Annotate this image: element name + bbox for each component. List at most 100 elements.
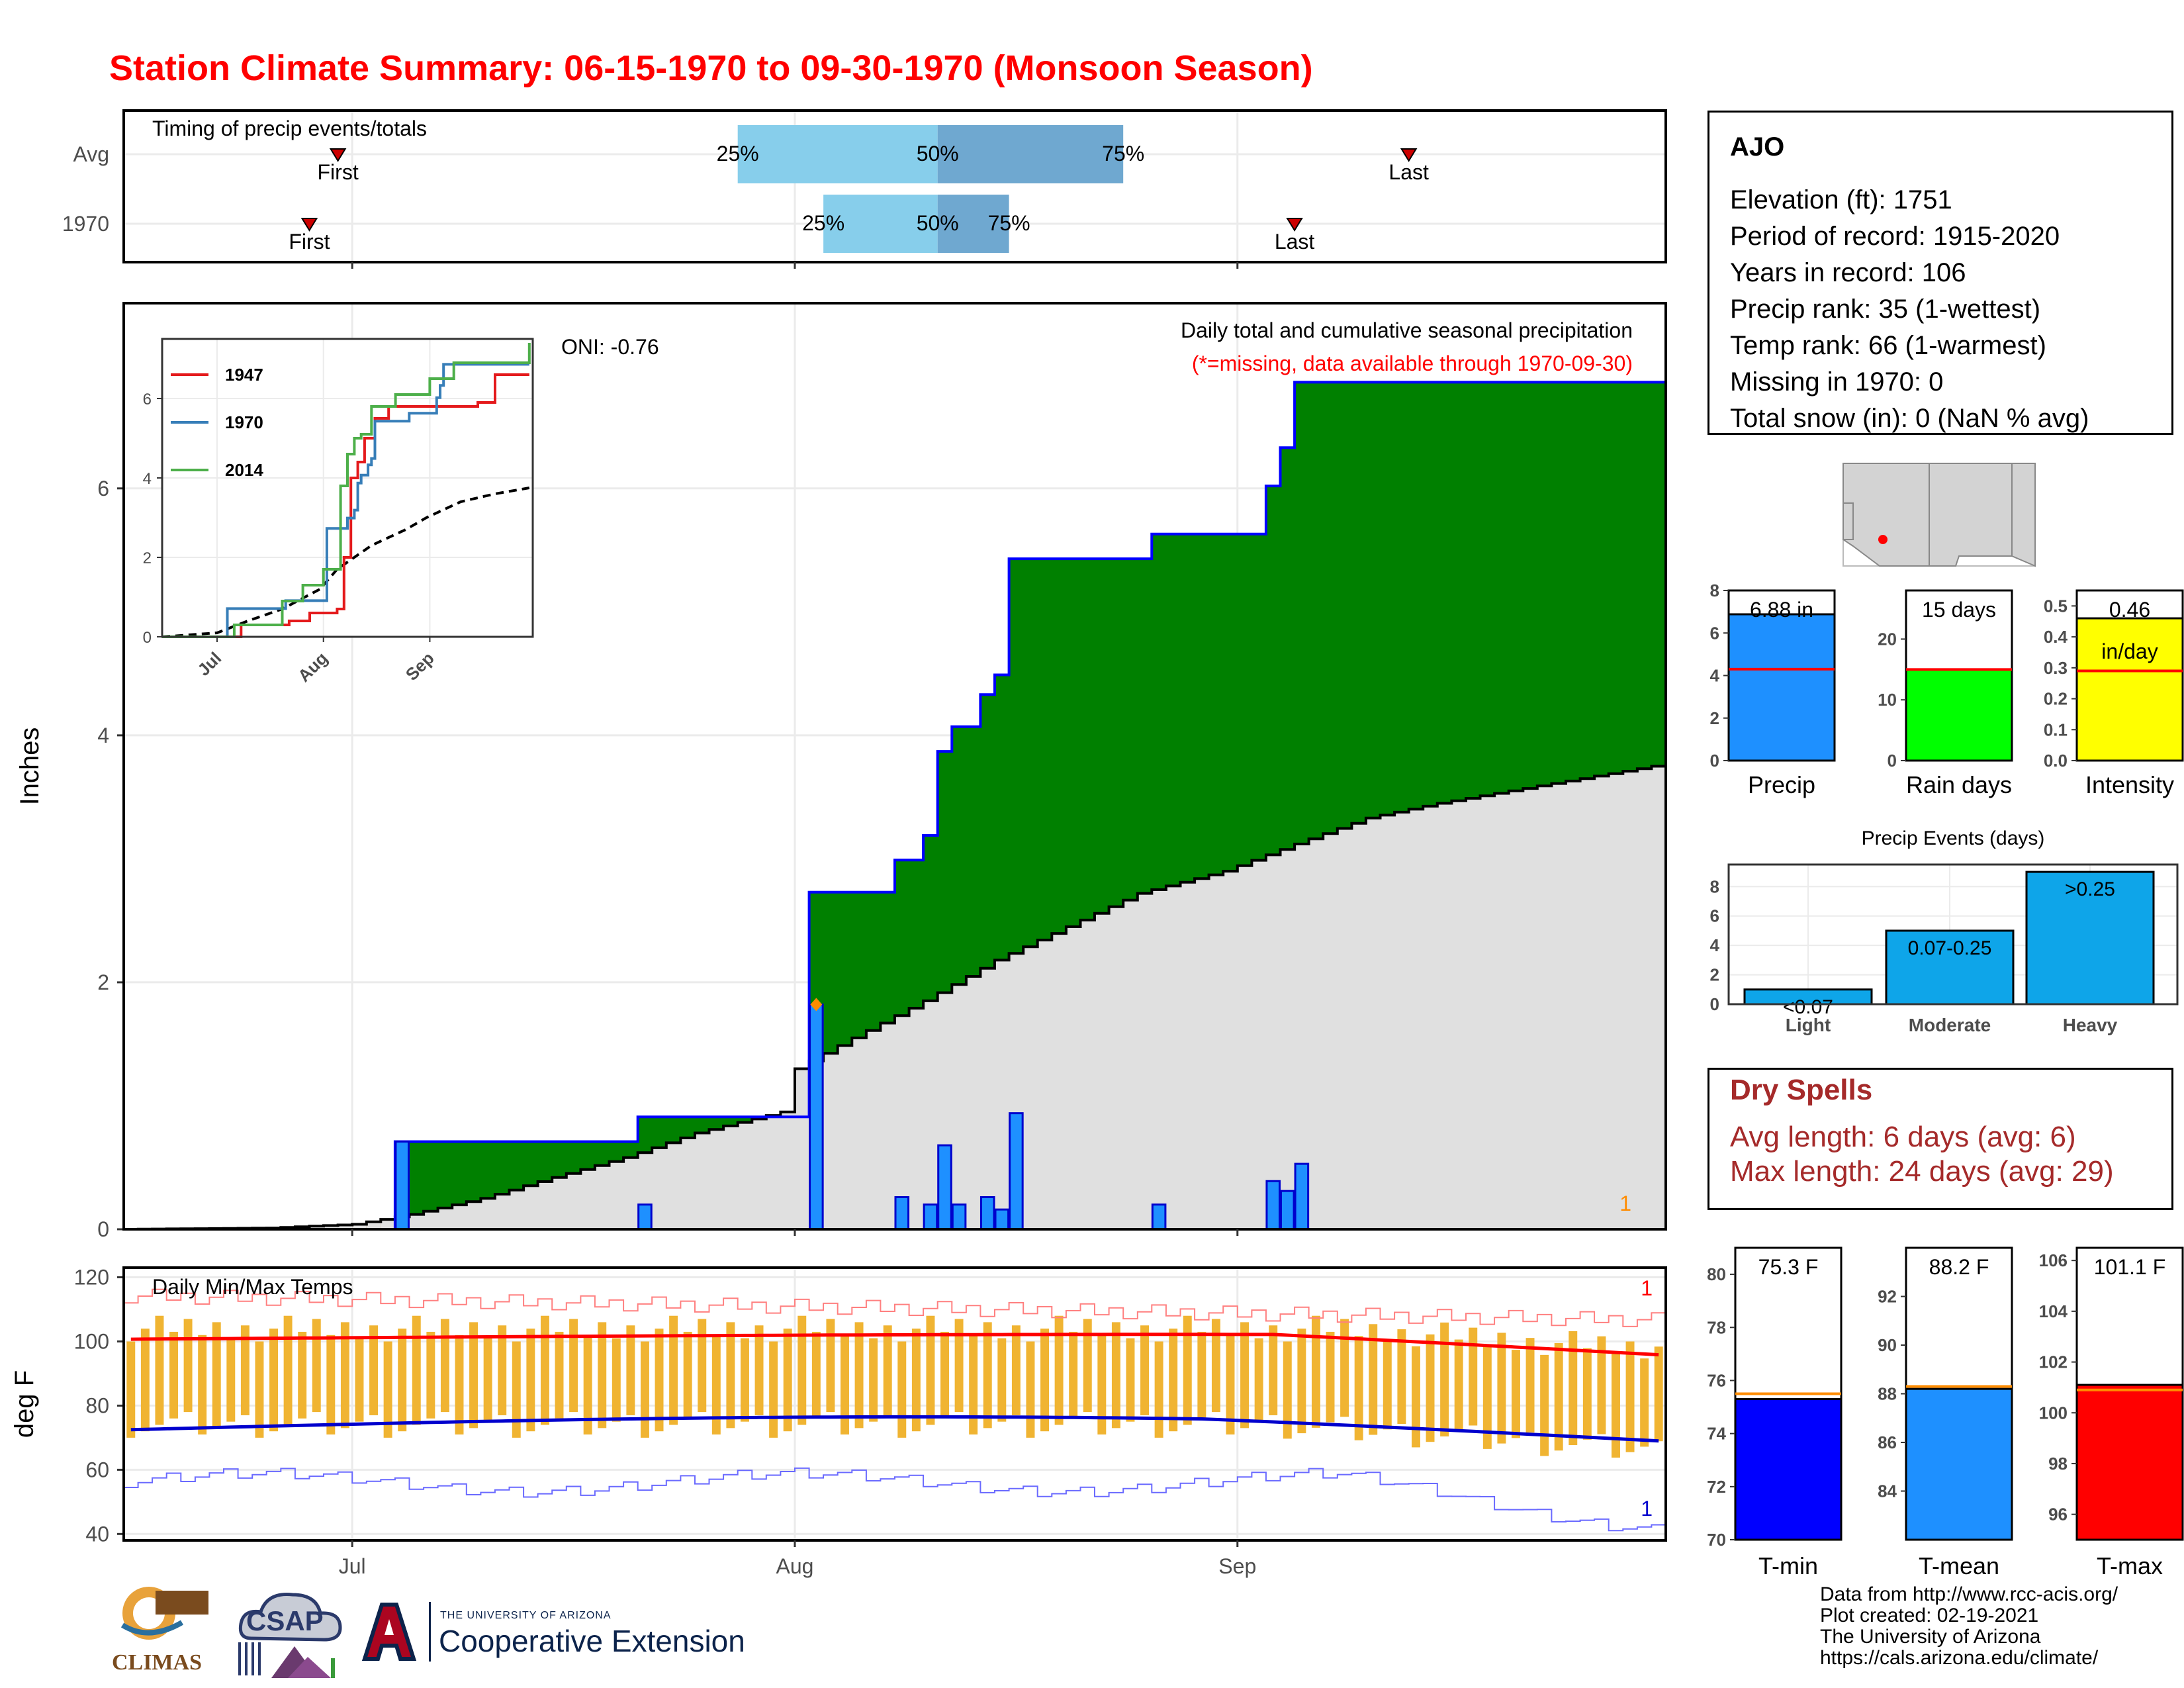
daily-temp-range-bar (911, 1329, 921, 1432)
summary-summary_temps-bar (2075, 1383, 2184, 1541)
avg-cumulative-area (1295, 844, 1310, 1229)
timing-p75-label: 75% (1102, 142, 1144, 165)
daily-temp-range-bar (240, 1325, 250, 1415)
daily-temp-range-bar (326, 1335, 336, 1435)
climas-logo-text: CLIMAS (112, 1650, 203, 1675)
avg-cumulative-area (1223, 871, 1238, 1229)
avg-cumulative-area (1123, 900, 1138, 1229)
timing-bar-50-75 (937, 125, 1124, 183)
avg-cumulative-area (494, 1194, 510, 1229)
summary-y-tick-label: 2 (1710, 708, 1719, 728)
daily-temp-range-bar (198, 1335, 207, 1435)
surplus-area (709, 1117, 724, 1130)
surplus-area (552, 1141, 567, 1178)
surplus-area (1380, 382, 1395, 816)
avg-cumulative-area (466, 1201, 481, 1229)
surplus-area (909, 860, 924, 1009)
surplus-area (1637, 382, 1653, 769)
summary-y-tick-label: 96 (2048, 1505, 2068, 1524)
daily-temp-range-bar (1426, 1334, 1435, 1442)
temp-y-tick-label: 100 (74, 1329, 109, 1353)
avg-cumulative-area (680, 1137, 696, 1229)
avg-cumulative-area (1265, 855, 1281, 1229)
surplus-area (1080, 559, 1095, 920)
temp-panel-border (122, 1266, 1667, 1542)
daily-temp-range-bar (483, 1338, 492, 1422)
precip-y-tick-label: 4 (97, 724, 109, 747)
avg-cumulative-area (895, 1015, 910, 1229)
avg-cumulative-area (1365, 818, 1381, 1229)
avg-cumulative-area (666, 1143, 681, 1229)
avg-cumulative-area (580, 1169, 596, 1229)
avg-cumulative-area (1208, 874, 1224, 1229)
daily-temp-range-bar (383, 1341, 392, 1438)
summary-y-tick-label: 0.0 (2044, 751, 2068, 771)
avg-cumulative-area (752, 1119, 767, 1229)
surplus-area (1295, 382, 1310, 845)
avg-cumulative-area (1565, 780, 1581, 1229)
surplus-area (980, 694, 995, 968)
daily-precip-bar (1151, 1203, 1167, 1231)
daily-temp-range-bar (369, 1325, 379, 1415)
daily-temp-range-bar (340, 1322, 349, 1429)
avg-cumulative-area (1280, 849, 1295, 1229)
oni-annotation: ONI: -0.76 (561, 335, 659, 359)
x-axis-tick-label: Aug (776, 1554, 814, 1578)
surplus-area (1037, 559, 1052, 941)
avg-max-temp-line (130, 1333, 1659, 1357)
precip-panel-subtitle: (*=missing, data available through 1970-… (1192, 352, 1633, 375)
temp-y-axis-label: deg F (10, 1370, 39, 1438)
surplus-area (1465, 382, 1481, 798)
avg-min-temp-line (130, 1415, 1659, 1443)
avg-cumulative-area (794, 1068, 810, 1229)
summary-summary_temps-value-label: 75.3 F (1758, 1255, 1819, 1279)
daily-temp-range-bar (1654, 1346, 1663, 1442)
avg-cumulative-area (723, 1125, 739, 1229)
surplus-area (1223, 534, 1238, 872)
station-elevation: Elevation (ft): 1751 (1730, 185, 1952, 214)
credit-data-source: Data from http://www.rcc-acis.org/ (1820, 1583, 2118, 1605)
surplus-area (409, 1141, 424, 1215)
timing-bar-50-75 (937, 195, 1009, 253)
daily-temp-range-bar (640, 1341, 649, 1438)
avg-cumulative-area (1251, 860, 1267, 1229)
daily-precip-bar (1294, 1162, 1310, 1231)
precip-events-y-tick-label: 0 (1710, 994, 1719, 1014)
timing-first-marker (300, 218, 318, 232)
surplus-area (1437, 382, 1452, 804)
station-missing: Missing in 1970: 0 (1730, 367, 1944, 397)
daily-temp-range-bar (1482, 1344, 1492, 1449)
avg-cumulative-area (766, 1115, 782, 1229)
surplus-area (1009, 559, 1024, 954)
surplus-area (866, 892, 882, 1031)
surplus-area (1351, 382, 1367, 823)
surplus-area (480, 1141, 496, 1199)
daily-temp-range-bar (1211, 1319, 1220, 1413)
timing-p50-label: 50% (917, 211, 959, 235)
surplus-area (1451, 382, 1467, 801)
csap-logo-text: CSAP (246, 1605, 324, 1636)
climas-logo: CLIMAS (109, 1579, 215, 1678)
texas-shape (2011, 463, 2036, 567)
daily-temp-range-bar (683, 1331, 692, 1419)
precip-events-y-tick-label: 8 (1710, 876, 1719, 896)
daily-temp-range-bar (1512, 1350, 1520, 1438)
daily-temp-range-bar (869, 1338, 878, 1422)
avg-cumulative-area (1195, 878, 1210, 1229)
surplus-area (609, 1141, 624, 1162)
avg-cumulative-area (537, 1181, 553, 1229)
summary-y-tick-label: 98 (2048, 1454, 2068, 1474)
avg-cumulative-area (1308, 839, 1324, 1229)
surplus-area (1280, 447, 1295, 850)
daily-temp-range-bar (312, 1319, 321, 1413)
daily-temp-range-bar (811, 1331, 821, 1419)
avg-cumulative-area (909, 1008, 924, 1229)
timing-p25-label: 25% (717, 142, 759, 165)
surplus-area (680, 1117, 696, 1138)
surplus-area (1565, 382, 1581, 781)
daily-temp-range-bar (1569, 1331, 1578, 1446)
station-location-dot (1878, 535, 1888, 544)
daily-temp-range-bar (940, 1331, 949, 1419)
temp-y-tick-label: 120 (74, 1266, 109, 1289)
avg-cumulative-area (923, 1000, 938, 1229)
